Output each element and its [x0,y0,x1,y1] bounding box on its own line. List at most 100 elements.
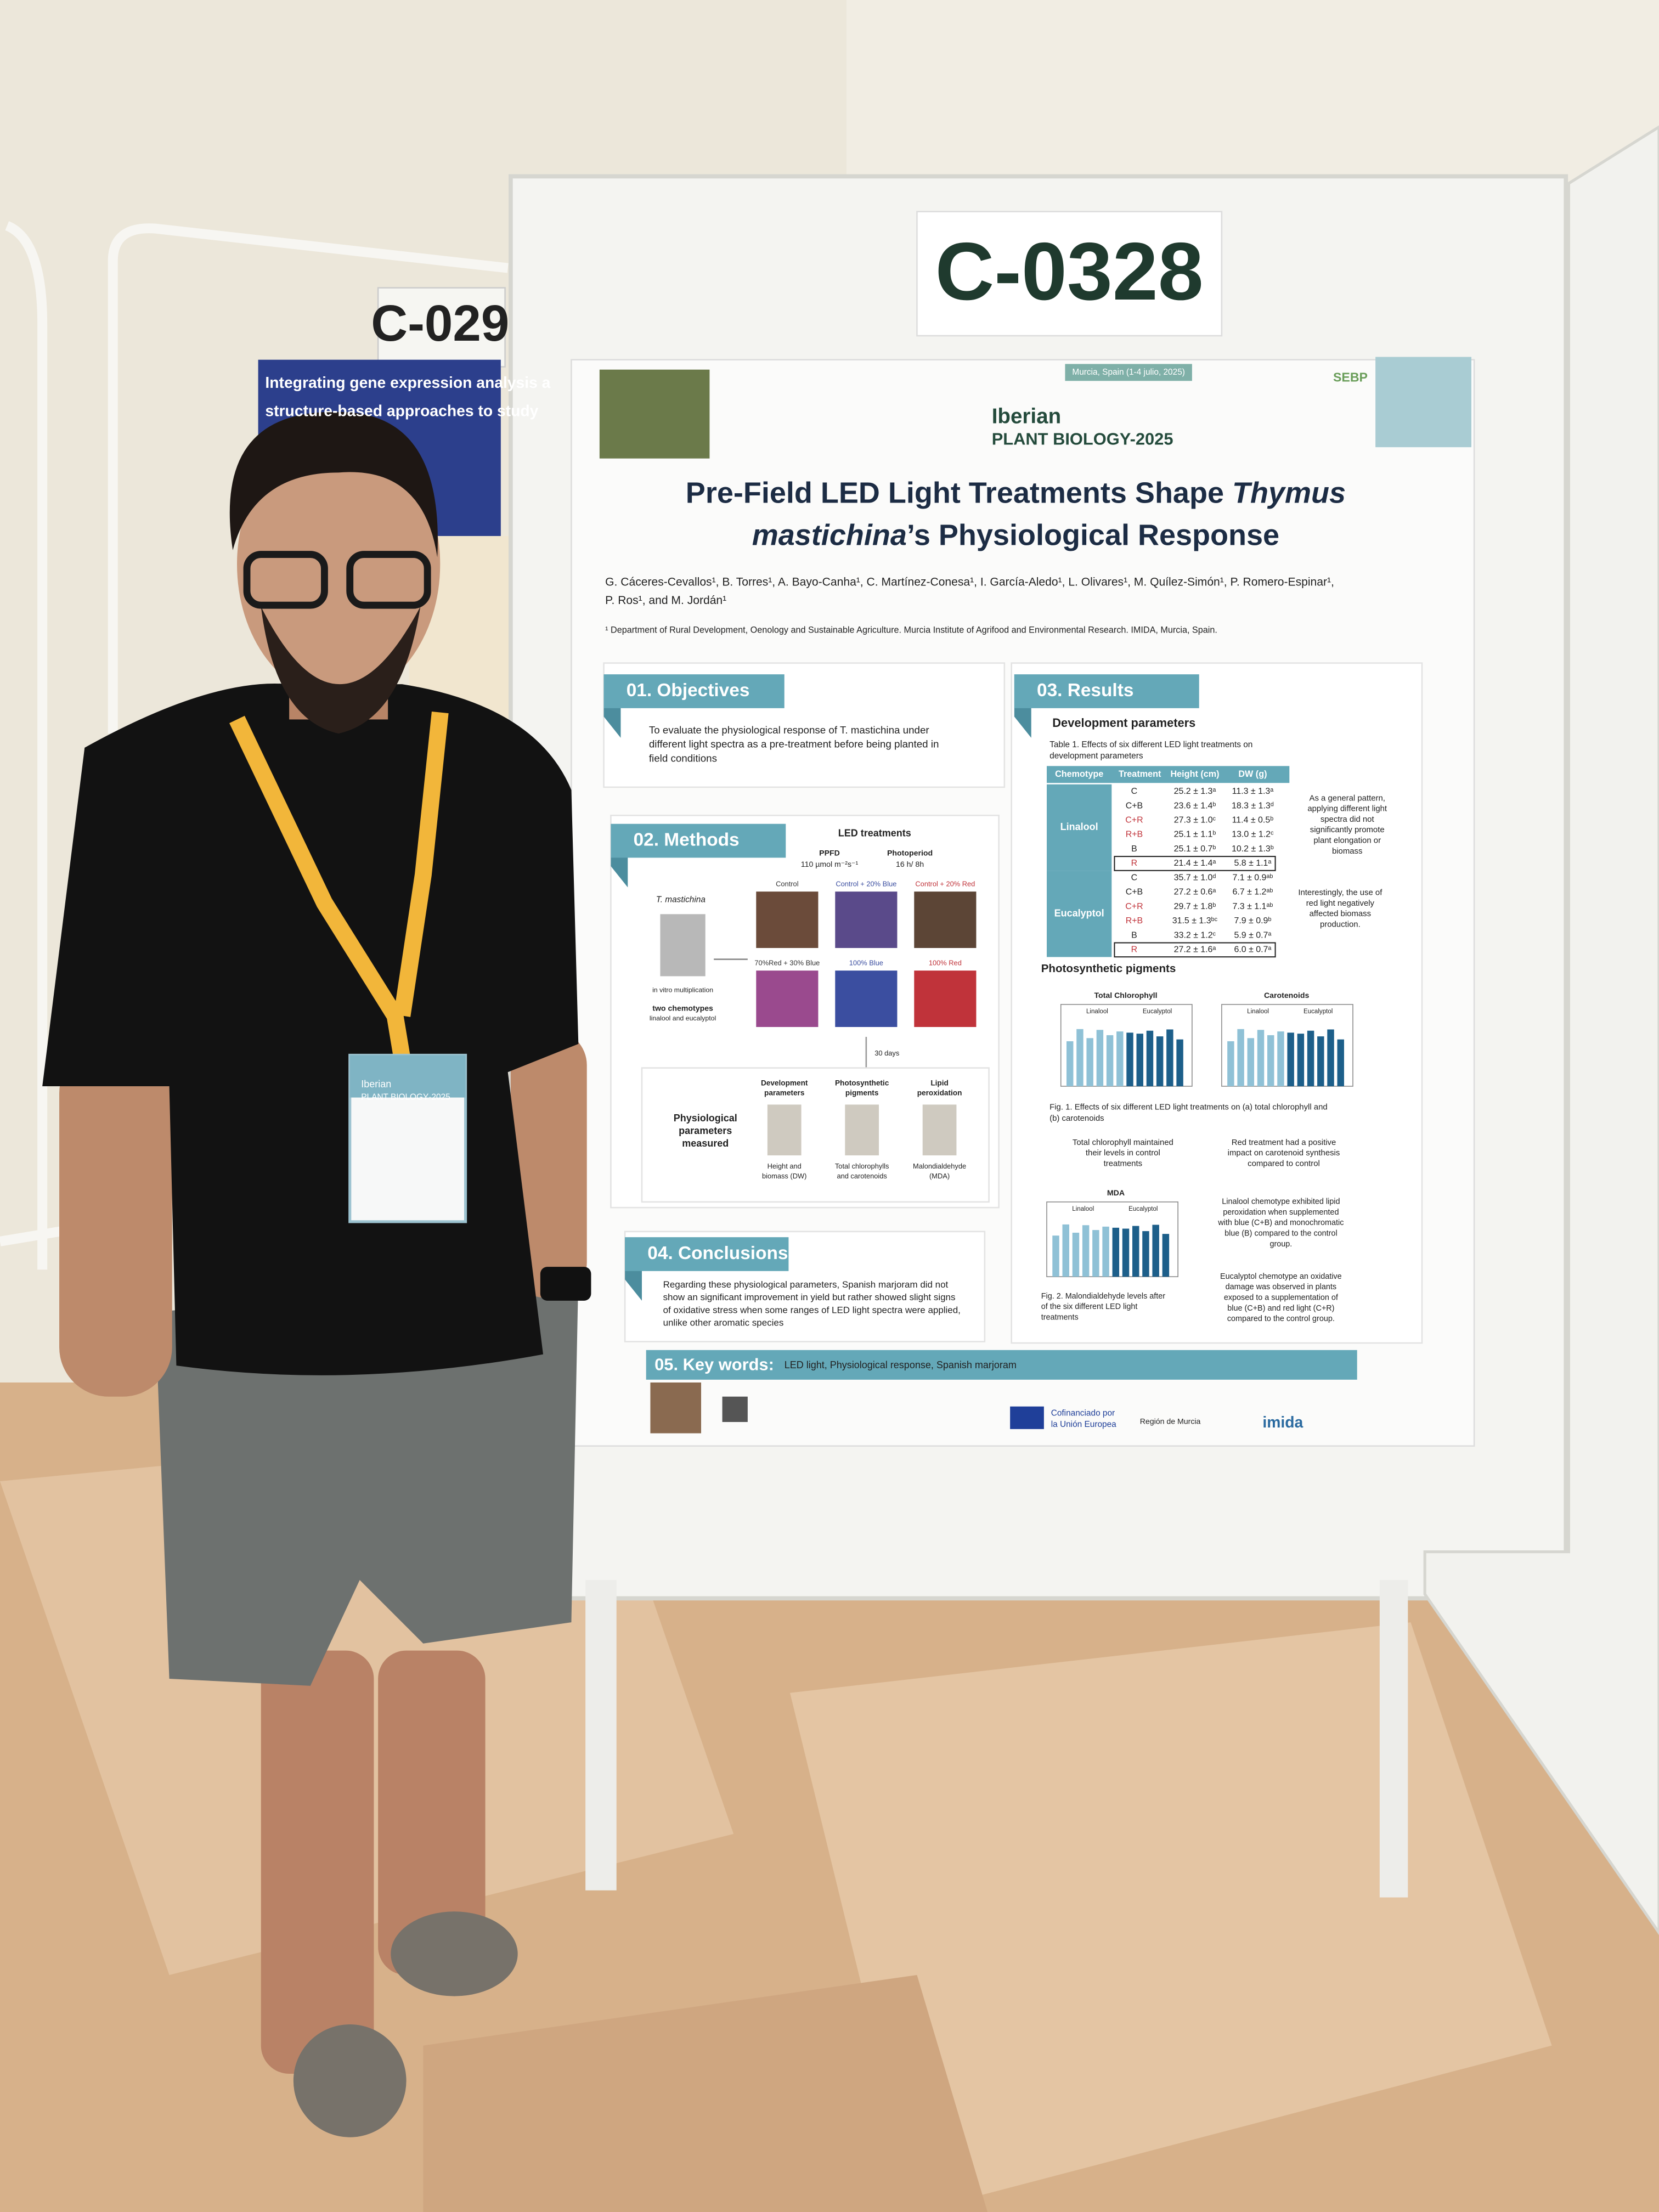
parameter-name: parameters [764,1088,805,1097]
figure-caption: (b) carotenoids [1049,1114,1104,1123]
chart-bar [1096,1030,1104,1086]
parameter-photo [922,1104,957,1155]
table-cell: C+R [1125,902,1143,911]
chart-bar [1162,1234,1170,1277]
table-cell: R [1131,859,1138,868]
chart-bar [1112,1227,1120,1277]
section-heading-text: 03. Results [1037,680,1133,701]
treatment-label: 100% Red [929,959,962,967]
neighbor-title: structure-based approaches to study [265,402,538,419]
chart-title: Total Chlorophyll [1094,991,1157,1000]
table-cell: 6.0 ± 0.7ᵃ [1234,945,1272,955]
beard [261,606,421,734]
title: mastichina’s Physiological Response [752,519,1279,552]
legend-entry: Eucalyptol [1304,1008,1333,1015]
authors: G. Cáceres-Cevallos¹, B. Torres¹, A. Bay… [605,576,1334,589]
table-cell: 25.1 ± 0.7ᵇ [1174,844,1216,854]
photoperiod: Photoperiod [887,848,933,857]
table-cell: 7.1 ± 0.9ᵃᵇ [1232,873,1273,882]
right-arm [510,1030,587,1298]
left-arm [59,1043,172,1397]
result-note: affected biomass [1310,910,1371,918]
ppfd: PPFD [819,848,840,857]
chart-bar [1337,1039,1344,1086]
result-note: Total chlorophyll maintained [1073,1138,1173,1147]
conference-name: Iberian [992,404,1061,428]
chart-bar [1166,1029,1173,1086]
subheading: Development parameters [1052,716,1195,730]
shorts [155,1277,579,1686]
table-cell: 27.2 ± 0.6ᵃ [1174,888,1217,897]
section-heading [611,823,786,858]
chart-bar [1102,1226,1109,1277]
fence-rail [108,223,509,734]
result-note: compared to control [1248,1159,1320,1168]
section-heading-text: 01. Objectives [627,680,750,701]
parameter-name: pigments [845,1088,879,1097]
eu-flag [1010,1406,1044,1429]
ppfd-value: 110 µmol m⁻²s⁻¹ [801,860,859,868]
keywords-bar [646,1350,1357,1380]
result-note: Red treatment had a positive [1232,1138,1336,1147]
chart-title: MDA [1107,1188,1125,1197]
measured: measured [682,1138,729,1149]
sandal [391,1911,518,1996]
result-note: As a general pattern, [1310,794,1385,803]
table-cell: R [1131,945,1138,955]
table-cell: 33.2 ± 1.2ᶜ [1174,930,1216,940]
title: Pre-Field LED Light Treatments Shape Thy… [686,477,1346,510]
treatment-photo [835,970,898,1027]
treatment-label: 100% Blue [849,959,883,967]
chart-bar [1247,1038,1255,1086]
result-note: impact on carotenoid synthesis [1228,1149,1340,1158]
qr-code [722,1396,748,1422]
chart-bar [1072,1232,1080,1277]
chart-bar [1066,1041,1074,1086]
table-cell: 25.1 ± 1.1ᵇ [1174,830,1216,839]
chart-bar [1287,1032,1294,1086]
treatment-photo [914,891,977,948]
right-leg [378,1650,486,1975]
table-cell: 10.2 ± 1.3ᵇ [1232,844,1274,854]
in-vitro: in vitro multiplication [652,986,713,994]
photoperiod-value: 16 h/ 8h [896,860,924,868]
row-outline [1114,942,1276,958]
chart-bar [1122,1228,1130,1277]
table-cell: 11.4 ± 0.5ᵇ [1232,815,1274,825]
conference-name: PLANT BIOLOGY-2025 [992,429,1173,448]
badge-text: Iberian [361,1079,391,1090]
keywords-heading: 05. Key words: [654,1355,774,1374]
chart-bar [1327,1029,1334,1086]
result-note: group. [1269,1240,1292,1249]
objectives-text: field conditions [649,752,717,764]
section-heading [1014,674,1199,708]
author-photo [650,1383,701,1434]
objectives-text: To evaluate the physiological response o… [649,724,929,736]
table-column: Height (cm) [1170,769,1219,779]
table-cell: 6.7 ± 1.2ᵃᵇ [1232,888,1273,897]
species: T. mastichina [656,895,706,905]
affiliation: ¹ Department of Rural Development, Oenol… [605,625,1217,635]
treatment-label: Control + 20% Red [915,880,975,888]
floor-tile [790,1622,1552,2212]
badge-header [349,1055,466,1098]
result-note: biomass [1332,847,1363,856]
table-cell: C+B [1126,888,1143,897]
chart-bar [1152,1224,1159,1277]
chart-bar [1106,1035,1114,1086]
region: Región de Murcia [1140,1417,1201,1426]
parameter-photo [845,1104,879,1155]
result-note: Linalool chemotype exhibited lipid [1222,1198,1340,1206]
wall-light [846,0,1659,184]
chart-bar [1317,1036,1324,1086]
chart-bar [1297,1034,1305,1086]
legend-entry: Linalool [1072,1206,1094,1212]
legend-entry: Linalool [1086,1008,1108,1015]
conclusions-text: unlike other aromatic species [663,1317,784,1328]
eu-text: Cofinanciado por [1051,1409,1115,1418]
chart-bar [1307,1030,1314,1086]
chart-bar [1076,1029,1084,1086]
chart-bar [1277,1031,1284,1086]
result-note: exposed to a supplementation of [1224,1294,1339,1302]
